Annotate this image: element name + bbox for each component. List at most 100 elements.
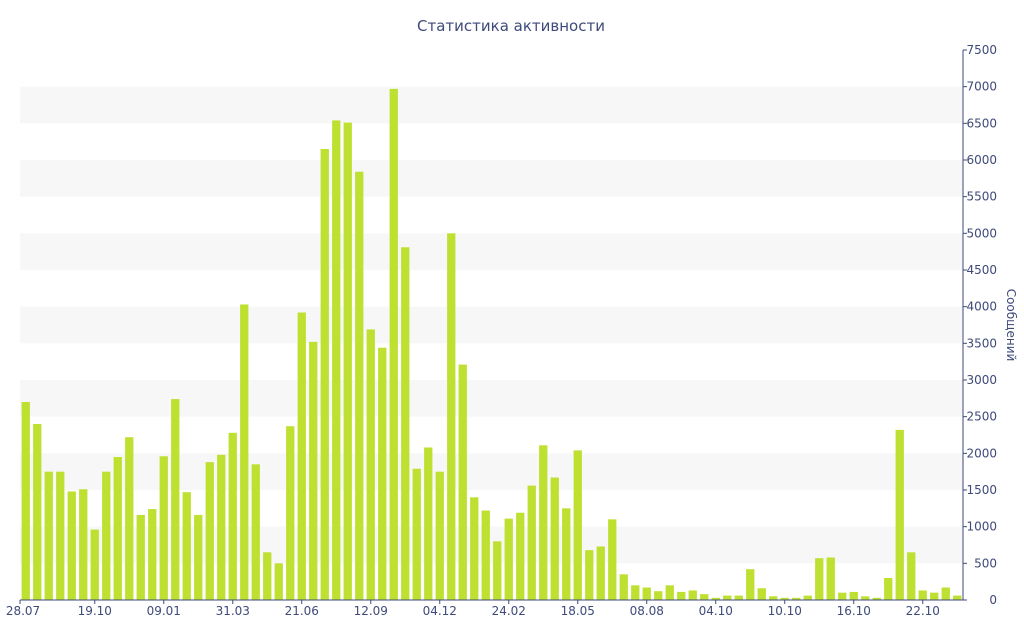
bar — [240, 304, 249, 600]
bar — [194, 514, 203, 600]
bar — [803, 595, 812, 600]
bar — [286, 426, 295, 600]
bar — [527, 485, 536, 600]
bar — [79, 489, 88, 600]
y-tick-label: 7000 — [966, 80, 997, 94]
grid-band — [20, 380, 963, 417]
bar — [21, 402, 30, 600]
x-tick-label: 04.10 — [699, 604, 733, 618]
bar — [723, 595, 732, 600]
y-tick-label: 3500 — [966, 336, 997, 350]
bar — [447, 233, 456, 600]
y-tick-label: 2500 — [966, 410, 997, 424]
x-axis: 28.07 19.10 09.01 31.03 21.06 12.09 04.12 24.02… — [6, 599, 963, 618]
y-tick-label: 2000 — [966, 446, 997, 460]
bar — [320, 149, 329, 600]
x-tick-label: 09.01 — [147, 604, 181, 618]
bar — [746, 569, 755, 600]
y-tick-label: 5000 — [966, 226, 997, 240]
y-tick-label: 4000 — [966, 300, 997, 314]
grid-band — [20, 306, 963, 344]
x-tick-label: 10.10 — [768, 604, 802, 618]
bar — [792, 597, 801, 600]
bar — [389, 88, 398, 601]
x-tick-label: 28.07 — [6, 604, 40, 618]
bar — [309, 341, 318, 600]
bars — [21, 88, 962, 601]
bar — [516, 512, 525, 600]
y-tick-label: 1500 — [966, 483, 997, 497]
bar — [366, 329, 375, 600]
bar — [815, 558, 824, 600]
bar — [596, 546, 605, 600]
bar — [493, 541, 502, 600]
bar — [849, 591, 858, 600]
bar — [355, 171, 364, 601]
bar — [343, 122, 352, 600]
bar — [700, 594, 709, 600]
bar — [688, 590, 697, 600]
bar — [872, 597, 881, 600]
bar — [769, 596, 778, 600]
bar — [125, 437, 134, 600]
y-tick-label: 500 — [974, 556, 997, 570]
bar — [56, 471, 65, 600]
bar — [861, 596, 870, 600]
bar — [378, 347, 387, 600]
x-tick-label: 12.09 — [354, 604, 388, 618]
bar — [113, 457, 122, 600]
bar — [677, 591, 686, 600]
bar — [734, 595, 743, 600]
bar — [263, 552, 272, 600]
bar — [332, 120, 341, 601]
bar — [539, 445, 548, 600]
grid-bands — [20, 86, 963, 564]
grid-band — [20, 160, 963, 197]
x-tick-label: 31.03 — [216, 604, 250, 618]
bar — [205, 462, 214, 600]
bar — [562, 508, 571, 600]
bar — [642, 587, 651, 600]
bar — [608, 519, 617, 600]
bar — [401, 247, 410, 600]
chart-title: Статистика активности — [417, 17, 605, 35]
y-tick-label: 5500 — [966, 190, 997, 204]
bar — [711, 597, 720, 600]
bar — [550, 477, 559, 600]
bar — [941, 587, 950, 600]
y-tick-label: 6000 — [966, 153, 997, 167]
bar — [182, 492, 191, 600]
bar — [665, 585, 674, 600]
bar — [148, 509, 157, 600]
y-tick-label: 4500 — [966, 263, 997, 277]
x-tick-label: 16.10 — [837, 604, 871, 618]
bar — [470, 497, 479, 600]
bar — [895, 429, 904, 600]
y-tick-label: 1000 — [966, 520, 997, 534]
bar — [619, 574, 628, 600]
bar — [435, 471, 444, 600]
x-tick-label: 21.06 — [285, 604, 319, 618]
bar — [918, 590, 927, 600]
bar — [654, 591, 663, 600]
bar — [780, 597, 789, 600]
bar — [44, 471, 53, 600]
bar — [217, 454, 226, 600]
bar — [826, 557, 835, 600]
bar — [838, 592, 847, 600]
bar — [33, 424, 42, 600]
grid-band — [20, 233, 963, 270]
bar — [67, 491, 76, 600]
y-axis: 0 500 1000 1500 2000 2500 3000 3500 4000 4500 5000… — [962, 43, 997, 607]
bar — [631, 585, 640, 600]
bar — [585, 550, 594, 600]
bar — [953, 595, 962, 600]
bar — [102, 471, 111, 600]
y-tick-label: 6500 — [966, 116, 997, 130]
bar — [907, 552, 916, 600]
grid-band — [20, 86, 963, 124]
bar — [884, 578, 893, 600]
bar — [159, 456, 168, 600]
bar — [412, 468, 421, 600]
